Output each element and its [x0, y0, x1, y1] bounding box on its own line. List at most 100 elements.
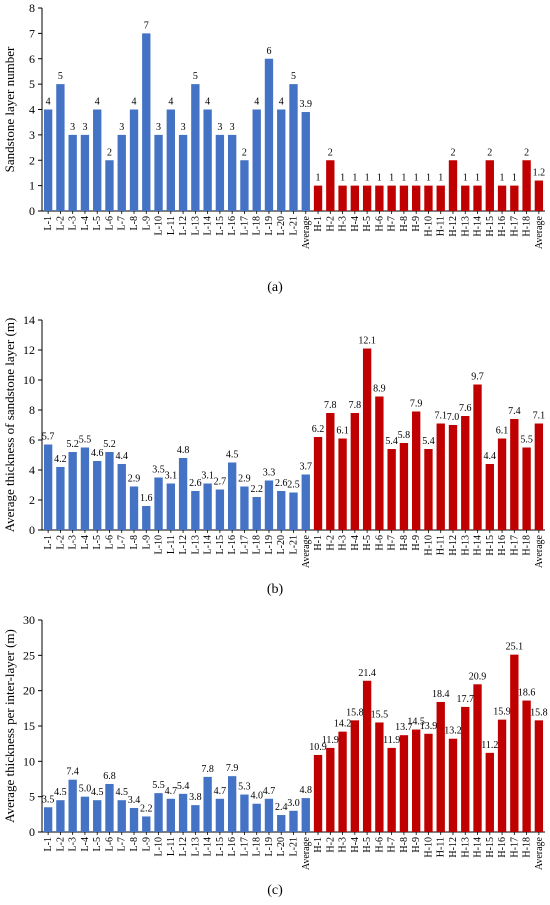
category-label: Average — [301, 534, 312, 568]
data-label: 7.1 — [434, 411, 447, 422]
category-label: L-6 — [104, 216, 115, 230]
category-label: L-14 — [203, 535, 214, 554]
y-tick-label: 7 — [29, 26, 35, 40]
bar — [424, 449, 433, 530]
bar — [142, 33, 151, 211]
bar — [252, 109, 261, 211]
data-label: 25.1 — [506, 642, 524, 653]
bar — [301, 798, 310, 832]
category-label: H-16 — [497, 535, 508, 556]
data-label: 2 — [524, 147, 529, 158]
y-tick-label: 4 — [29, 103, 35, 117]
data-label: 4.5 — [91, 787, 104, 798]
data-label: 12.1 — [358, 336, 376, 347]
data-label: 2.6 — [275, 478, 288, 489]
bar — [461, 185, 470, 211]
data-label: 5.0 — [79, 784, 92, 795]
bar — [93, 109, 102, 211]
data-label: 5.5 — [520, 435, 533, 446]
category-label: L-19 — [264, 837, 275, 856]
category-label: H-11 — [436, 535, 447, 555]
data-label: 4 — [254, 97, 259, 108]
category-label: L-10 — [154, 837, 165, 856]
category-label: L-13 — [190, 837, 201, 856]
data-label: 5 — [58, 71, 63, 82]
bar — [461, 416, 470, 530]
bar — [534, 423, 544, 530]
category-label: L-19 — [264, 216, 275, 235]
bar — [473, 684, 482, 832]
bar — [522, 700, 531, 832]
data-label: 5.8 — [398, 430, 411, 441]
data-label: 20.9 — [469, 671, 487, 682]
data-label: 2.9 — [238, 474, 251, 485]
bar — [510, 419, 519, 530]
category-label: H-13 — [460, 837, 471, 858]
bar — [166, 798, 175, 832]
category-label: H-7 — [387, 535, 398, 551]
bar — [277, 815, 286, 832]
data-label: 5.3 — [238, 782, 251, 793]
bar — [350, 413, 360, 530]
category-label: H-18 — [522, 837, 533, 858]
bar — [43, 109, 53, 211]
y-tick-label: 2 — [29, 153, 35, 167]
category-label: L-20 — [276, 535, 287, 554]
bar — [461, 706, 470, 832]
category-label: L-15 — [215, 837, 226, 856]
bar — [178, 793, 188, 832]
data-label: 2.5 — [287, 480, 300, 491]
category-label: L-17 — [239, 216, 250, 235]
data-label: 2 — [450, 147, 455, 158]
data-label: 5 — [291, 71, 296, 82]
category-label: L-4 — [80, 837, 91, 851]
data-label: 3 — [181, 122, 186, 133]
bar — [154, 134, 163, 211]
bar — [80, 447, 90, 530]
category-label: L-2 — [55, 216, 66, 230]
y-tick-label: 5 — [29, 790, 35, 804]
category-label: H-18 — [522, 535, 533, 556]
data-label: 7.8 — [324, 400, 337, 411]
y-tick-label: 20 — [23, 684, 35, 698]
bar — [350, 185, 360, 211]
category-label: L-12 — [178, 837, 189, 856]
bar — [510, 654, 519, 832]
bar — [154, 477, 163, 530]
bar — [289, 492, 298, 530]
category-label: L-5 — [92, 837, 103, 851]
category-label: L-17 — [239, 535, 250, 554]
category-label: L-5 — [92, 535, 103, 549]
category-label: L-18 — [252, 216, 263, 235]
data-label: 2 — [328, 147, 333, 158]
data-label: 10.9 — [309, 742, 327, 753]
y-tick-label: 0 — [29, 523, 35, 537]
data-label: 13.9 — [420, 721, 438, 732]
category-label: L-1 — [43, 837, 54, 851]
data-label: 4 — [132, 97, 137, 108]
bar — [277, 491, 286, 530]
category-label: H-8 — [399, 216, 410, 232]
bar — [68, 452, 77, 530]
data-label: 4 — [95, 97, 100, 108]
bar — [497, 719, 507, 832]
bar — [448, 738, 458, 832]
bar — [203, 483, 212, 530]
bar — [129, 807, 139, 832]
data-label: 7.1 — [533, 411, 546, 422]
y-tick-label: 10 — [23, 754, 35, 768]
category-label: L-6 — [104, 837, 115, 851]
category-label: H-10 — [423, 837, 434, 858]
bar — [203, 776, 212, 832]
data-label: 2 — [487, 147, 492, 158]
category-label: H-10 — [423, 535, 434, 556]
bar — [203, 109, 212, 211]
data-label: 6 — [266, 46, 271, 57]
data-label: 3 — [82, 122, 87, 133]
category-label: L-9 — [141, 535, 152, 549]
category-label: H-15 — [485, 535, 496, 556]
bar — [362, 185, 372, 211]
bar — [338, 185, 347, 211]
data-label: 15.9 — [493, 707, 511, 718]
